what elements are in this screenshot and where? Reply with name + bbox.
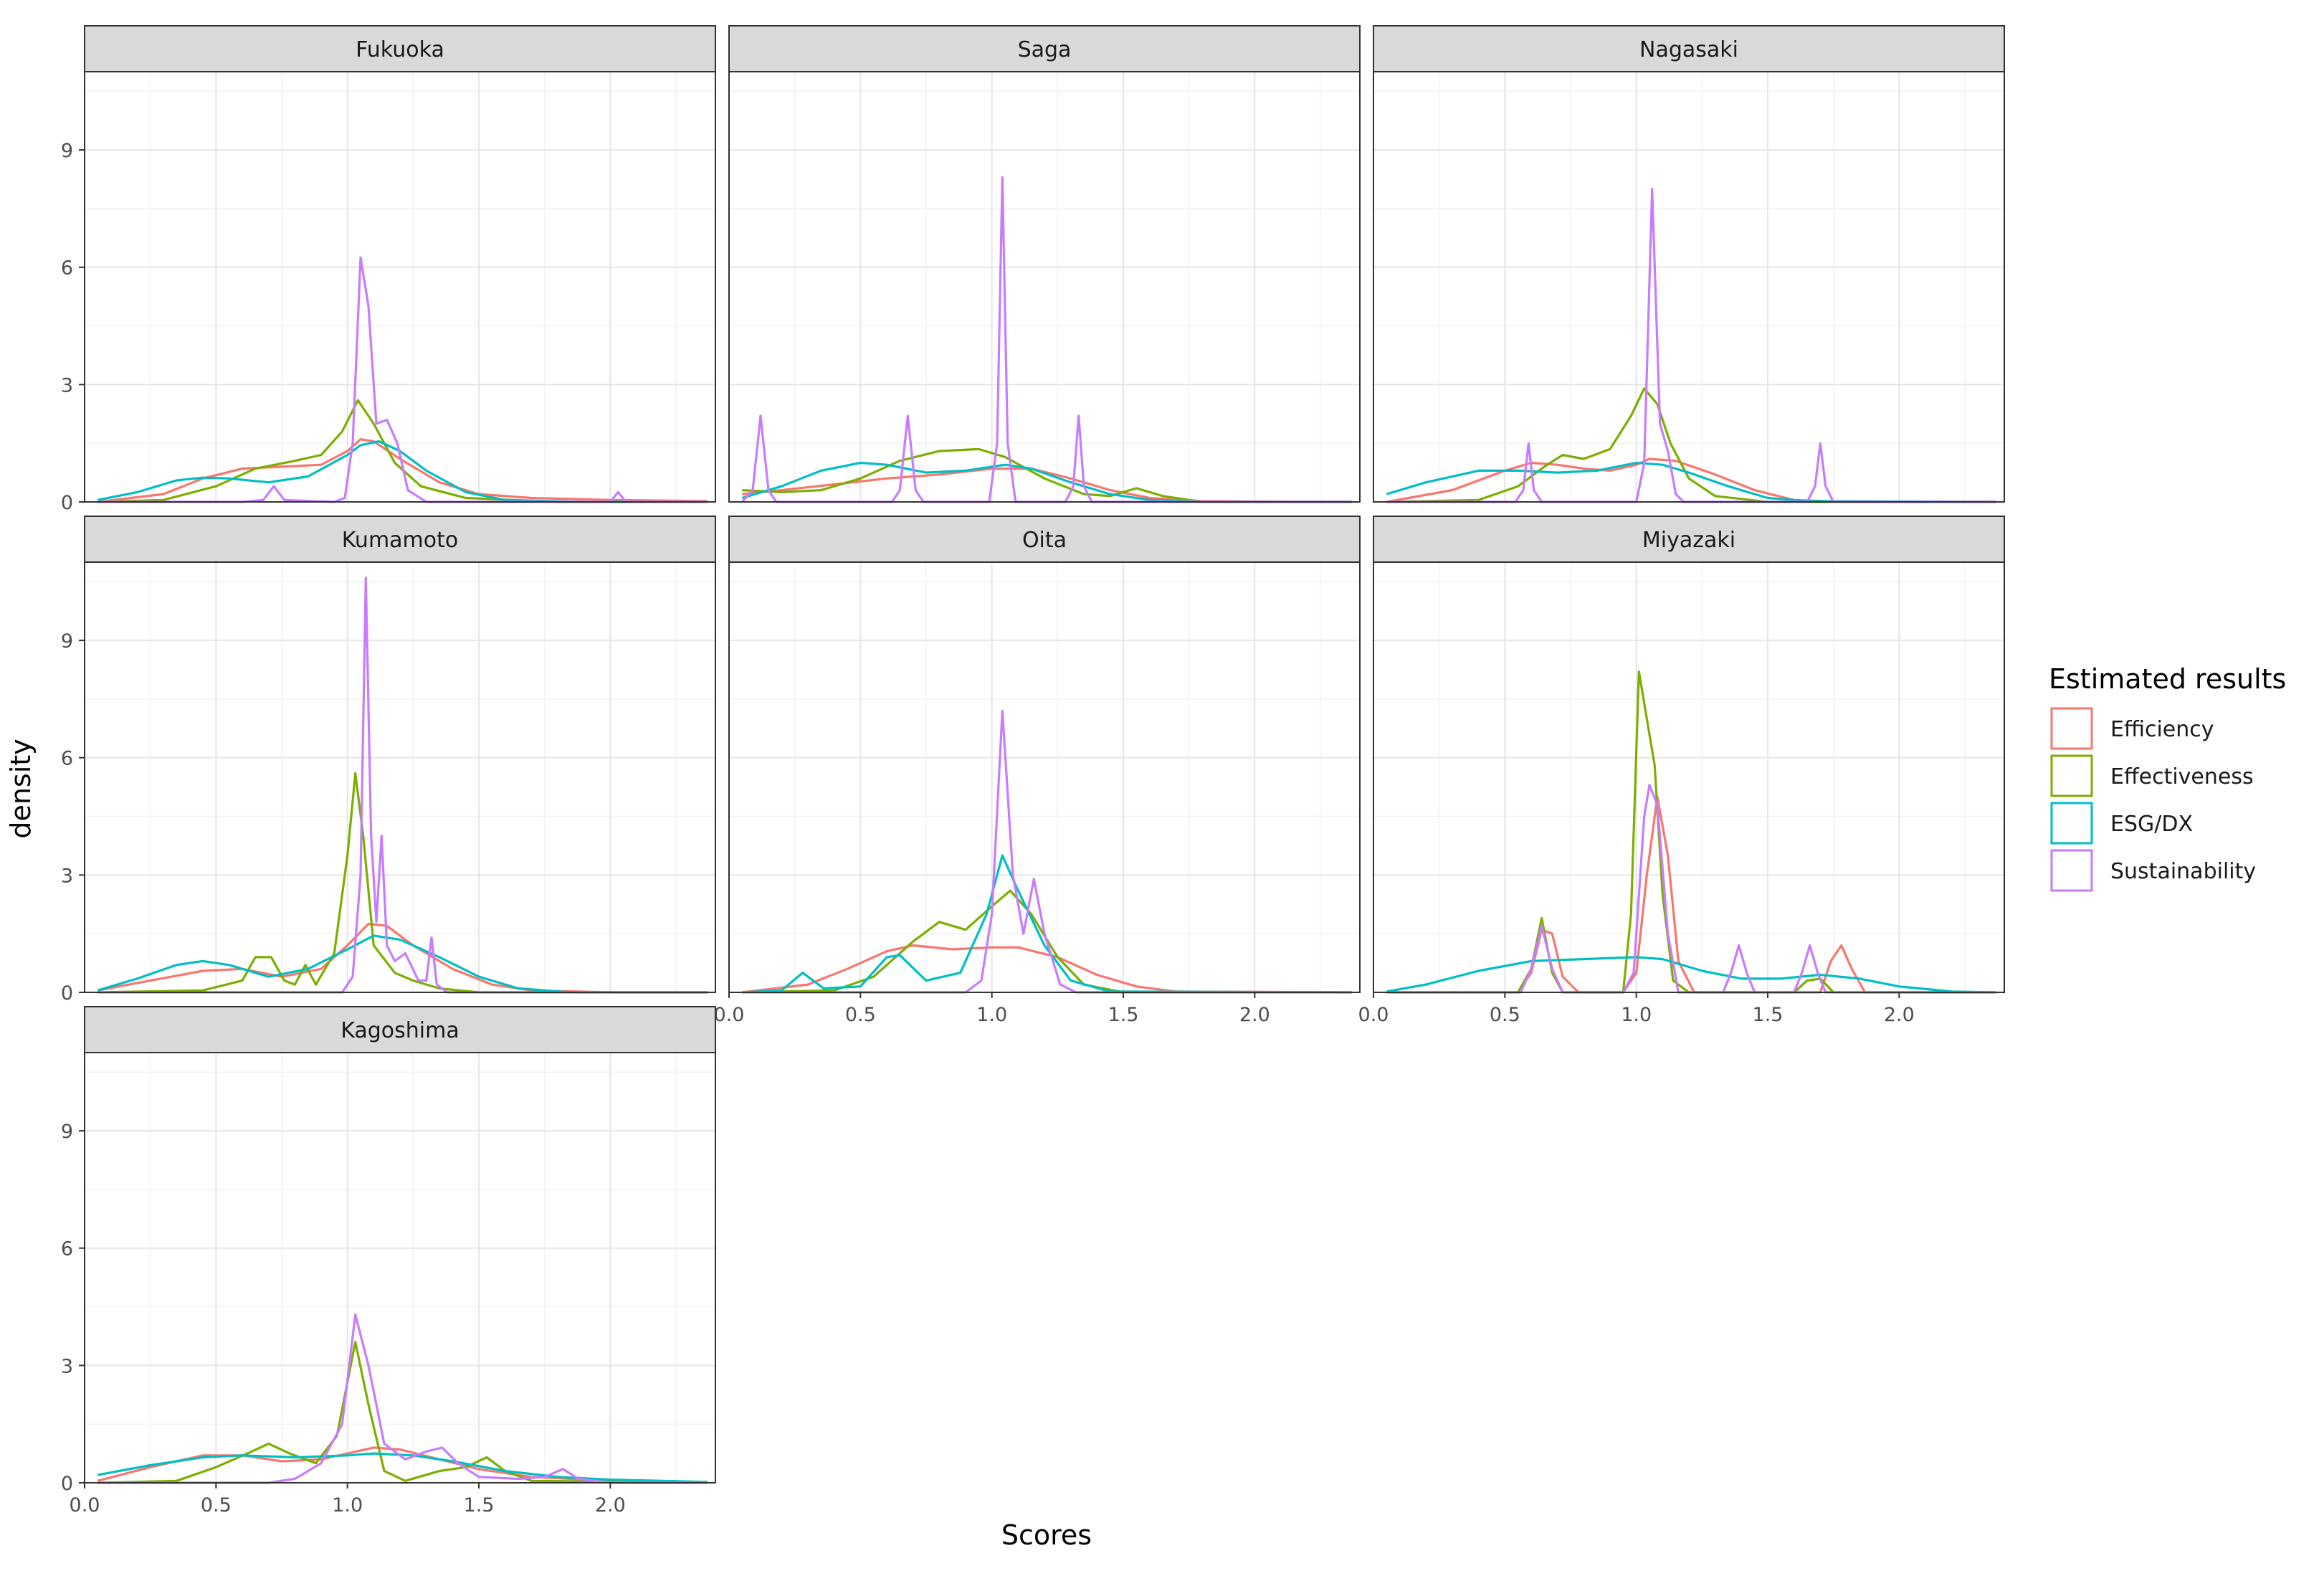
x-tick-label: 1.5: [464, 1494, 495, 1516]
x-tick-label: 1.5: [1753, 1004, 1784, 1026]
facet-panel-miyazaki: Miyazaki 0.0 0.5 1.0 1.5 2.0: [1358, 516, 2005, 1026]
legend-label: Effectiveness: [2110, 764, 2254, 789]
facet-panels: Fukuoka 0 3 6 9 Saga Nagasaki Kumamoto 0 3 6 9 Oita 0…: [61, 25, 2005, 1516]
x-tick-label: 0.0: [714, 1004, 745, 1026]
panel-border: [1373, 71, 2005, 503]
y-tick-label: 9: [61, 1121, 73, 1143]
density-line-esg-dx: [97, 440, 708, 503]
legend-label: ESG/DX: [2110, 812, 2193, 837]
x-tick-label: 2.0: [1884, 1004, 1915, 1026]
facet-panel-fukuoka: Fukuoka 0 3 6 9: [61, 25, 716, 514]
facet-panel-kumamoto: Kumamoto 0 3 6 9: [61, 516, 716, 1005]
legend-item-esg-dx: ESG/DX: [2050, 802, 2193, 845]
y-tick-label: 3: [61, 374, 73, 397]
panel-border: [1373, 561, 2005, 993]
density-line-effectiveness: [97, 772, 708, 994]
y-tick-label: 0: [61, 492, 73, 514]
density-line-effectiveness: [1386, 387, 1996, 503]
y-tick-label: 6: [61, 1238, 73, 1261]
legend-key: [2050, 802, 2093, 845]
plot-background: [85, 1053, 715, 1483]
facet-panel-saga: Saga: [728, 25, 1361, 503]
facet-strip-label: Kagoshima: [340, 1018, 459, 1043]
legend-label: Sustainability: [2110, 859, 2256, 884]
x-tick-label: 0.5: [845, 1004, 876, 1026]
legend-label: Efficiency: [2110, 717, 2214, 742]
density-line-sustainability: [1386, 784, 1996, 994]
legend-item-efficiency: Efficiency: [2050, 707, 2214, 750]
facet-panel-oita: Oita 0.0 0.5 1.0 1.5 2.0: [714, 516, 1361, 1026]
x-axis-title: Scores: [1001, 1519, 1092, 1551]
plot-background: [85, 562, 715, 992]
panel-border: [728, 561, 1361, 993]
panel-border: [728, 71, 1361, 503]
facet-strip-label: Oita: [1022, 528, 1067, 553]
panel-border: [84, 1052, 716, 1484]
y-tick-label: 3: [61, 865, 73, 887]
legend-item-effectiveness: Effectiveness: [2050, 754, 2254, 797]
density-line-efficiency: [1386, 457, 1996, 503]
y-tick-label: 9: [61, 140, 73, 162]
density-line-esg-dx: [97, 934, 708, 994]
y-tick-label: 3: [61, 1355, 73, 1377]
legend-title: Estimated results: [2049, 663, 2286, 695]
density-line-efficiency: [742, 944, 1353, 994]
facet-panel-kagoshima: Kagoshima 0 3 6 9 0.0 0.5 1.0 1.5 2.0: [61, 1006, 716, 1516]
facet-strip-label: Kumamoto: [342, 528, 459, 553]
legend-key: [2050, 849, 2093, 892]
x-tick-label: 1.0: [976, 1004, 1007, 1026]
y-tick-label: 0: [61, 1473, 73, 1495]
facet-panel-nagasaki: Nagasaki: [1373, 25, 2005, 503]
legend-key: [2050, 754, 2093, 797]
density-line-efficiency: [97, 1446, 708, 1484]
density-line-esg-dx: [1386, 461, 1997, 503]
plot-background: [1373, 72, 2004, 502]
facet-strip: [728, 25, 1361, 72]
x-tick-label: 2.0: [595, 1494, 626, 1516]
x-tick-label: 1.0: [332, 1494, 363, 1516]
plot-background: [1373, 562, 2004, 992]
density-line-effectiveness: [742, 447, 1352, 503]
density-line-effectiveness: [97, 399, 708, 503]
density-line-effectiveness: [1386, 670, 1996, 994]
y-tick-label: 9: [61, 630, 73, 652]
y-axis-title: density: [5, 739, 37, 838]
density-line-efficiency: [97, 438, 708, 503]
density-line-sustainability: [1386, 188, 1996, 503]
density-line-esg-dx: [741, 461, 1352, 503]
facet-strip-label: Miyazaki: [1642, 528, 1735, 553]
legend-key: [2050, 707, 2093, 750]
x-tick-label: 1.5: [1108, 1004, 1139, 1026]
x-tick-label: 0.0: [70, 1494, 100, 1516]
density-line-esg-dx: [1386, 956, 1997, 994]
plot-background: [729, 72, 1360, 502]
plot-background: [85, 72, 715, 502]
facet-strip-label: Fukuoka: [356, 37, 444, 62]
x-tick-label: 2.0: [1239, 1004, 1270, 1026]
y-tick-label: 6: [61, 748, 73, 770]
facet-strip: [84, 516, 716, 563]
density-line-sustainability: [97, 1313, 708, 1484]
facet-strip-label: Nagasaki: [1639, 37, 1738, 62]
density-line-esg-dx: [742, 854, 1353, 994]
facet-strip-label: Saga: [1018, 37, 1072, 62]
x-tick-label: 0.5: [201, 1494, 232, 1516]
x-tick-label: 1.0: [1621, 1004, 1652, 1026]
density-line-esg-dx: [97, 1452, 708, 1484]
density-line-sustainability: [97, 576, 708, 994]
x-tick-label: 0.0: [1358, 1004, 1389, 1026]
legend: Estimated results Efficiency Effectivenes…: [2049, 663, 2286, 892]
y-tick-label: 0: [61, 982, 73, 1005]
y-tick-label: 6: [61, 257, 73, 280]
facet-strip: [84, 25, 716, 72]
panel-border: [84, 71, 716, 503]
facet-strip: [84, 1006, 716, 1053]
facet-strip: [1373, 25, 2005, 72]
facet-strip: [728, 516, 1361, 563]
density-line-sustainability: [742, 709, 1352, 994]
legend-item-sustainability: Sustainability: [2050, 849, 2256, 892]
x-tick-label: 0.5: [1490, 1004, 1520, 1026]
panel-border: [84, 561, 716, 993]
